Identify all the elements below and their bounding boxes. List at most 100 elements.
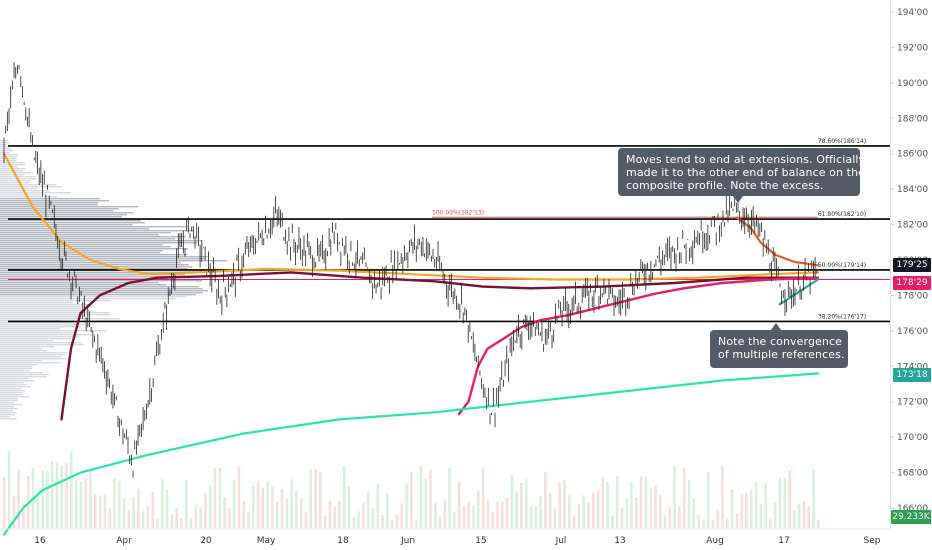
profile-bar [0,276,172,278]
profile-bar [0,384,28,386]
profile-bar [0,164,25,166]
profile-bar [0,232,171,234]
profile-bar [0,150,13,152]
profile-bar [0,146,9,148]
volume-bar [477,490,480,528]
profile-bar [0,332,76,334]
volume-bar [587,502,590,528]
volume-bar [558,481,562,528]
volume-bar [199,507,202,528]
x-tick-label: Apr [116,536,132,546]
profile-bar [0,296,187,298]
volume-bar [740,493,743,528]
y-tick-label: 170'00 [897,433,928,443]
volume-bar [524,479,528,528]
volume-bar [271,486,274,528]
volume-bar [764,483,767,528]
x-tick-label: 13 [614,536,625,546]
profile-bar [0,336,79,338]
volume-bar [716,509,720,528]
volume-bar [213,467,217,528]
profile-bar [0,200,110,202]
volume-bar [141,511,145,528]
volume-bar [611,515,614,528]
series-line-sma-green [2,372,820,536]
profile-bar [0,174,25,176]
profile-bar [0,278,169,280]
profile-bar [0,162,25,164]
profile-bar [0,364,38,366]
volume-bar [405,483,408,528]
series-line-ema-orange [2,152,820,281]
volume-bar [132,497,135,528]
profile-bar [0,372,43,374]
profile-bar [0,406,15,408]
profile-bar [0,392,23,394]
volume-bar [749,488,753,528]
profile-bar [0,258,205,260]
profile-bar [0,370,30,372]
profile-bar [0,182,29,184]
volume-bar [386,493,389,528]
volume-bar [256,481,260,528]
volume-bar [534,505,538,528]
profile-bar [0,298,177,300]
level-label: 78.60%(186'14) [818,138,866,145]
profile-bar [0,256,208,258]
volume-bar [730,488,734,528]
profile-bar [0,368,33,370]
profile-bar [0,294,196,296]
volume-bar [352,517,356,528]
profile-bar [0,192,72,194]
profile-bar [0,284,167,286]
y-tick-label: 194'00 [897,8,928,18]
profile-bar [0,280,203,282]
volume-bar [3,476,6,528]
profile-bar [0,412,17,414]
profile-bar [0,330,107,332]
profile-bar [0,346,55,348]
x-tick-label: Jul [555,536,567,546]
profile-bar [0,418,17,420]
profile-bar [0,302,73,304]
volume-bar [79,481,83,528]
volume-bar [333,506,336,528]
price-candles [3,62,818,478]
profile-bar [0,376,48,378]
volume-bar [582,495,585,528]
profile-bar [0,290,208,292]
axis-separator [890,0,891,528]
volume-bar [376,483,380,528]
volume-bar [36,493,40,528]
profile-bar [0,306,93,308]
volume-bar [357,511,360,528]
profile-bar [0,324,91,326]
profile-bar [0,208,119,210]
volume-bar [500,501,504,528]
volume-bar [410,471,413,528]
volume-bar [721,465,724,528]
profile-bar [0,206,139,208]
profile-bar [0,322,80,324]
volume-bar [424,478,427,528]
volume-bar [462,506,466,528]
volume-bar [620,507,624,528]
x-tick-label: Aug [706,536,724,546]
profile-bar [0,210,114,212]
callout-line: made it to the other end of balance on t… [626,166,866,179]
profile-bar [0,288,203,290]
profile-bar [0,214,127,216]
volume-bar [491,512,494,528]
volume-bar [228,508,231,528]
volume-bar [735,513,739,528]
profile-bar [0,314,111,316]
volume-bar [429,469,432,528]
volume-bar [280,488,284,528]
volume-bar [443,499,447,528]
volume-bar [807,506,811,528]
profile-bar [0,188,37,190]
volume-bar [266,481,269,528]
volume-bar [635,497,638,528]
profile-bar [0,236,186,238]
